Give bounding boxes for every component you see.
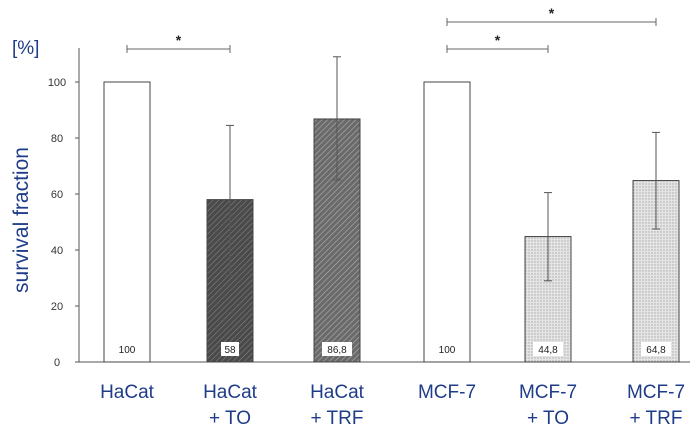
category-label: MCF-7 + TRF <box>627 382 685 429</box>
category-label-line: HaCat <box>100 382 155 403</box>
y-tick-label: 20 <box>51 301 63 313</box>
bar <box>423 81 471 363</box>
significance-star: * <box>495 32 501 48</box>
y-ticks: 0 20 40 60 80 100 <box>48 77 79 369</box>
y-tick-label: 40 <box>51 245 63 257</box>
significance-star: * <box>176 32 182 48</box>
value-label: 64,8 <box>646 345 666 356</box>
value-label: 58 <box>224 345 236 356</box>
category-label-line: MCF-7 <box>418 382 476 403</box>
category-label-line: + TRF <box>630 408 683 429</box>
category-label: HaCat + TO <box>203 382 258 429</box>
y-tick-label: 80 <box>51 133 63 145</box>
value-label-bg <box>533 342 563 356</box>
category-label: HaCat + TRF <box>310 382 365 429</box>
value-label-bg <box>221 342 239 356</box>
value-label: 44,8 <box>538 345 558 356</box>
y-unit-label: [%] <box>12 38 39 59</box>
y-axis-label: survival fraction <box>10 147 33 293</box>
value-label-bg <box>322 342 352 356</box>
bar <box>103 81 151 363</box>
value-label-bg <box>435 342 459 356</box>
category-label-line: HaCat <box>310 382 365 403</box>
category-label: MCF-7 <box>418 382 476 403</box>
bars <box>103 81 680 363</box>
category-label-line: HaCat <box>203 382 258 403</box>
category-label: MCF-7 + TO <box>519 382 577 429</box>
value-label: 100 <box>119 345 136 356</box>
category-label-line: MCF-7 <box>627 382 685 403</box>
error-bars <box>226 56 660 282</box>
category-label-line: + TRF <box>311 408 364 429</box>
category-label: HaCat <box>100 382 155 403</box>
value-label: 100 <box>439 345 456 356</box>
y-tick-label: 100 <box>48 77 66 89</box>
significance-brackets: * * * <box>126 5 657 53</box>
significance-star: * <box>549 5 555 21</box>
category-label-line: + TO <box>527 408 569 429</box>
value-label-bg <box>641 342 671 356</box>
value-label: 86,8 <box>327 345 347 356</box>
value-label-bg <box>115 342 139 356</box>
category-label-line: + TO <box>209 408 251 429</box>
y-tick-label: 0 <box>54 357 60 369</box>
plot-area: 0 20 40 60 80 100 * * * 100 58 86,8 100 44,8 64,8 Ha… <box>48 5 690 429</box>
y-tick-label: 60 <box>51 189 63 201</box>
category-label-line: MCF-7 <box>519 382 577 403</box>
value-labels: 100 58 86,8 100 44,8 64,8 <box>115 342 671 356</box>
